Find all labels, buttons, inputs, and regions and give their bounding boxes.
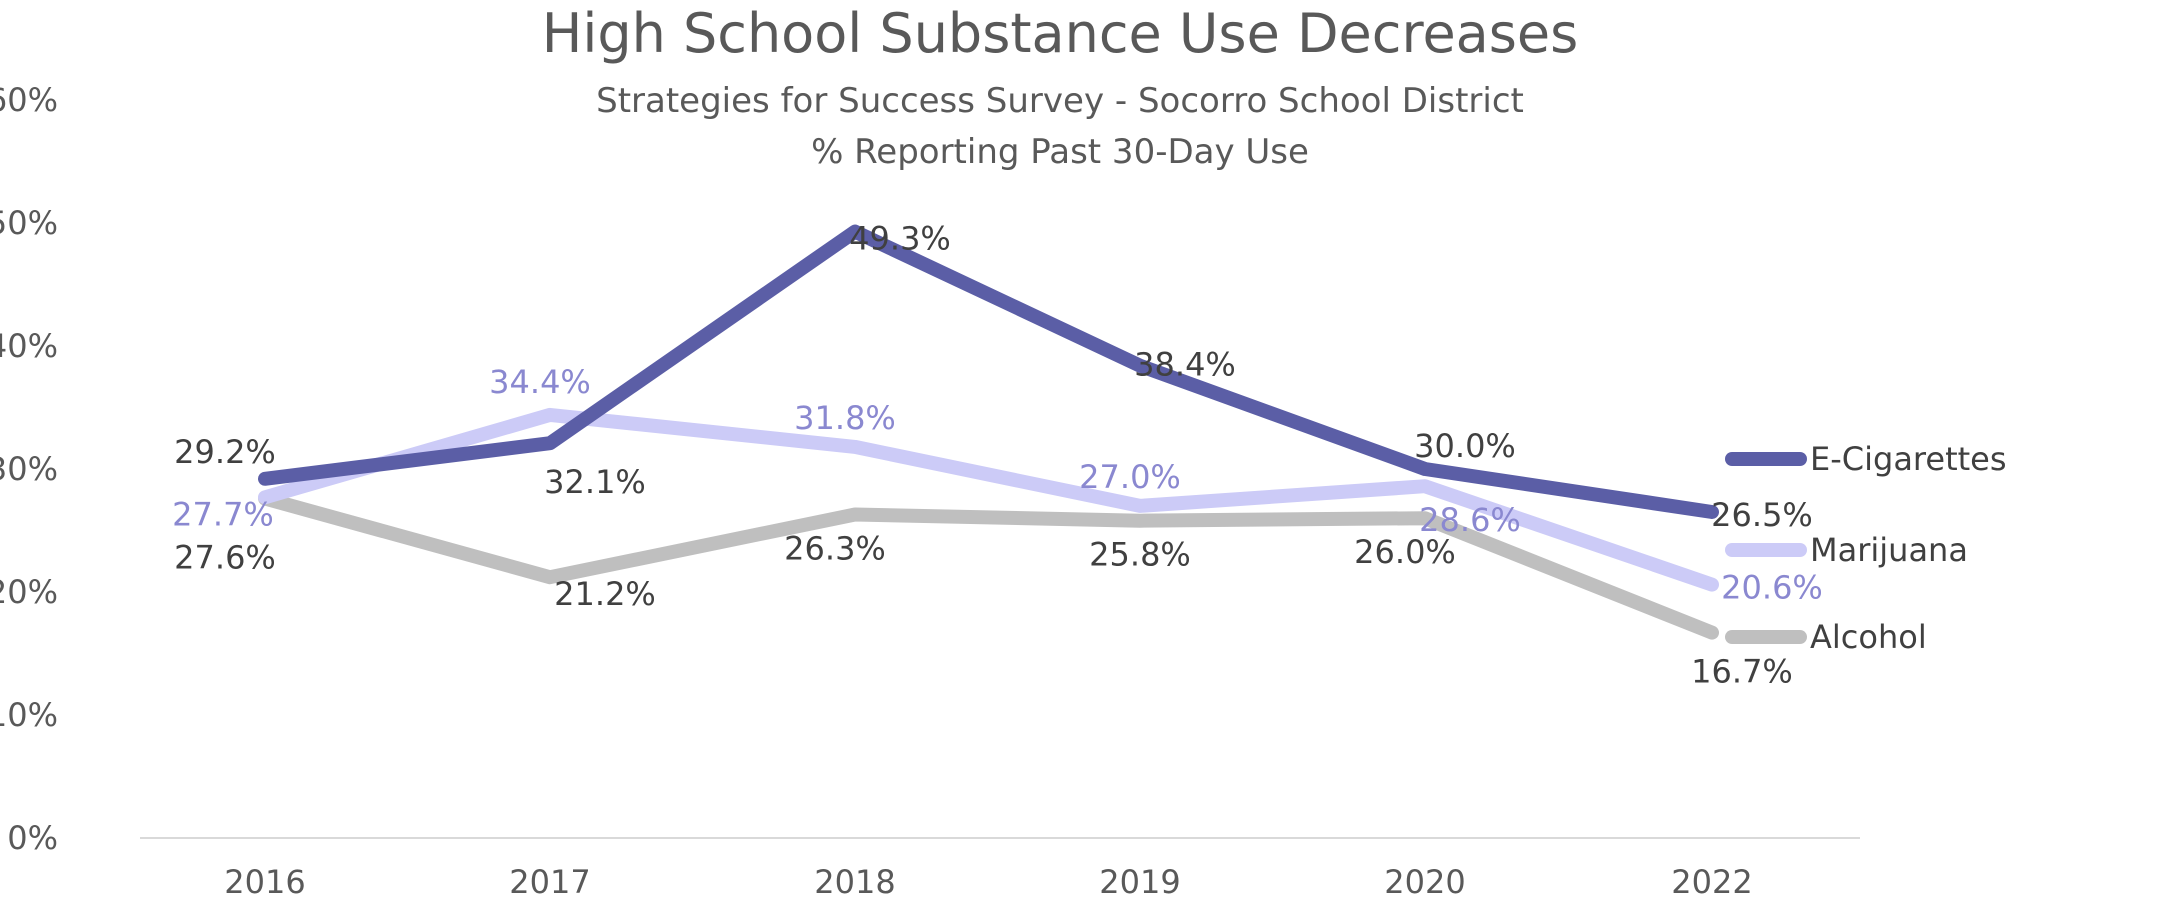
y-axis: 0% 10% 20% 30% 40% 50% 60% [0, 81, 58, 857]
data-label-alcohol: 25.8% [1089, 536, 1191, 574]
y-tick-label: 0% [7, 819, 58, 857]
data-label-alcohol: 27.6% [174, 539, 276, 577]
y-tick-label: 40% [0, 327, 58, 365]
x-tick-label: 2020 [1384, 863, 1465, 899]
data-label-e-cigarettes: 49.3% [849, 220, 951, 258]
data-label-alcohol: 26.0% [1354, 533, 1456, 571]
series-line-marijuana [258, 407, 1719, 592]
legend: E-Cigarettes Marijuana Alcohol [1725, 440, 2007, 656]
series-line-alcohol [258, 491, 1719, 640]
y-tick-label: 10% [0, 696, 58, 734]
legend-label-marijuana: Marijuana [1810, 531, 1968, 569]
data-label-e-cigarettes: 30.0% [1414, 427, 1516, 465]
data-label-e-cigarettes: 26.5% [1711, 496, 1813, 534]
x-tick-label: 2016 [224, 863, 305, 899]
series-line-e-cigarettes [258, 224, 1719, 519]
chart-subtitle: Strategies for Success Survey - Socorro … [596, 81, 1524, 121]
y-tick-label: 30% [0, 450, 58, 488]
data-label-e-cigarettes: 29.2% [174, 433, 276, 471]
data-label-marijuana: 31.8% [794, 399, 896, 437]
x-tick-label: 2022 [1671, 863, 1752, 899]
y-tick-label: 20% [0, 573, 58, 611]
data-label-marijuana: 20.6% [1721, 569, 1823, 607]
y-tick-label: 50% [0, 204, 58, 242]
data-label-alcohol: 21.2% [554, 575, 656, 613]
series-lines [258, 224, 1719, 640]
chart-subtitle-2: % Reporting Past 30-Day Use [811, 132, 1309, 172]
x-tick-label: 2019 [1099, 863, 1180, 899]
x-tick-label: 2017 [509, 863, 590, 899]
data-label-e-cigarettes: 38.4% [1134, 346, 1236, 384]
x-axis: 2016 2017 2018 2019 2020 2022 [224, 863, 1752, 899]
data-label-marijuana: 27.0% [1079, 458, 1181, 496]
x-tick-label: 2018 [814, 863, 895, 899]
legend-label-e-cigarettes: E-Cigarettes [1810, 440, 2007, 478]
data-labels: 29.2% 32.1% 49.3% 38.4% 30.0% 26.5% 27.7% 34.4%… [172, 220, 1823, 691]
data-label-marijuana: 34.4% [489, 363, 591, 401]
data-label-alcohol: 26.3% [784, 530, 886, 568]
chart-title: High School Substance Use Decreases [542, 2, 1579, 65]
y-tick-label: 60% [0, 81, 58, 119]
data-label-alcohol: 16.7% [1691, 653, 1793, 691]
data-label-e-cigarettes: 32.1% [544, 463, 646, 501]
data-label-marijuana: 28.6% [1419, 501, 1521, 539]
legend-label-alcohol: Alcohol [1810, 618, 1927, 656]
data-label-marijuana: 27.7% [172, 495, 274, 533]
